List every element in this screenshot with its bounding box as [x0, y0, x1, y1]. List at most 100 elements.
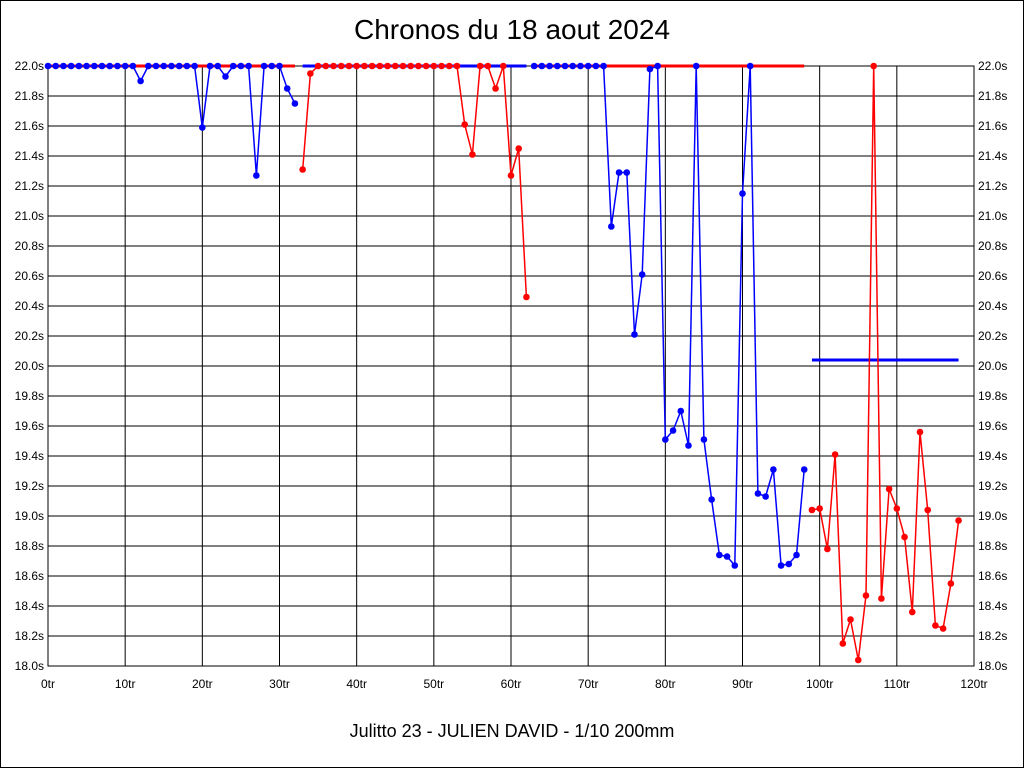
- data-point: [878, 595, 885, 602]
- y-tick-label-right: 21.4s: [978, 149, 1007, 163]
- x-tick-label: 20tr: [192, 677, 213, 691]
- y-tick-label-left: 18.6s: [15, 569, 44, 583]
- data-point: [847, 616, 854, 623]
- data-point: [98, 62, 106, 70]
- y-tick-label-left: 21.4s: [15, 149, 44, 163]
- data-point: [638, 271, 646, 278]
- data-point: [476, 62, 484, 70]
- y-tick-label-right: 20.8s: [978, 239, 1007, 253]
- data-point: [854, 656, 862, 664]
- data-point: [260, 62, 268, 70]
- y-tick-label-right: 19.6s: [978, 419, 1007, 433]
- data-point: [75, 62, 83, 70]
- y-tick-label-right: 20.4s: [978, 299, 1007, 313]
- y-tick-label-right: 18.8s: [978, 539, 1007, 553]
- y-tick-label-right: 18.2s: [978, 629, 1007, 643]
- data-point: [901, 533, 908, 541]
- data-point: [214, 62, 222, 70]
- data-point: [862, 592, 870, 599]
- data-point: [60, 62, 67, 70]
- y-tick-label-left: 19.4s: [15, 449, 44, 463]
- y-tick-label-right: 19.2s: [978, 479, 1007, 493]
- data-point: [52, 62, 60, 70]
- y-tick-label-right: 19.4s: [978, 449, 1007, 463]
- data-point: [407, 62, 414, 70]
- data-point: [175, 62, 183, 70]
- data-point: [885, 485, 893, 493]
- data-point: [777, 562, 785, 569]
- data-point: [700, 436, 708, 443]
- data-point: [44, 62, 52, 70]
- data-point: [415, 62, 422, 70]
- y-tick-label-left: 20.4s: [15, 299, 44, 313]
- data-point: [770, 466, 777, 473]
- data-point: [677, 407, 685, 415]
- data-point: [353, 62, 360, 70]
- y-tick-label-left: 19.6s: [15, 419, 44, 433]
- data-point: [908, 608, 916, 616]
- data-point: [422, 62, 430, 70]
- data-point: [870, 62, 877, 70]
- chart-title: Chronos du 18 aout 2024: [353, 14, 671, 45]
- data-point: [114, 62, 121, 70]
- y-tick-label-right: 20.2s: [978, 329, 1007, 343]
- data-point: [824, 545, 831, 553]
- y-tick-label-left: 18.2s: [15, 629, 44, 643]
- data-point: [746, 62, 754, 70]
- data-point: [322, 62, 330, 70]
- y-tick-label-right: 19.8s: [978, 389, 1007, 403]
- data-point: [739, 190, 746, 197]
- data-point: [561, 62, 569, 70]
- data-point: [376, 62, 384, 70]
- data-point: [106, 62, 114, 70]
- data-point: [708, 496, 715, 503]
- y-tick-label-right: 21.8s: [978, 89, 1007, 103]
- chart-footer: Julitto 23 - JULIEN DAVID - 1/10 200mm: [349, 721, 675, 741]
- data-point: [816, 505, 823, 512]
- data-point: [916, 428, 924, 436]
- data-point: [631, 331, 638, 338]
- data-point: [615, 169, 623, 176]
- data-point: [268, 62, 276, 70]
- y-tick-label-left: 20.8s: [15, 239, 44, 253]
- y-tick-label-right: 20.6s: [978, 269, 1007, 283]
- data-point: [808, 506, 816, 514]
- y-tick-label-right: 20.0s: [978, 359, 1007, 373]
- data-point: [253, 172, 260, 179]
- data-point: [716, 551, 723, 559]
- y-tick-label-left: 20.2s: [15, 329, 44, 343]
- data-point: [145, 62, 152, 70]
- x-tick-label: 70tr: [578, 677, 599, 691]
- data-point: [469, 151, 476, 158]
- data-point: [939, 625, 947, 632]
- data-point: [600, 62, 607, 70]
- x-tick-label: 120tr: [960, 677, 987, 691]
- data-point: [723, 553, 731, 560]
- y-tick-label-right: 21.6s: [978, 119, 1007, 133]
- data-point: [152, 62, 160, 70]
- y-tick-label-left: 18.8s: [15, 539, 44, 553]
- y-tick-label-left: 19.2s: [15, 479, 44, 493]
- data-point: [307, 70, 314, 77]
- data-point: [499, 62, 507, 70]
- data-point: [299, 166, 306, 173]
- data-point: [932, 622, 939, 629]
- data-point: [800, 466, 808, 473]
- data-point: [129, 62, 137, 70]
- data-point: [199, 124, 206, 131]
- x-tick-label: 60tr: [501, 677, 522, 691]
- data-point: [91, 62, 98, 70]
- y-tick-label-right: 18.4s: [978, 599, 1007, 613]
- data-point: [654, 62, 661, 70]
- data-point: [438, 62, 445, 70]
- data-point: [669, 427, 677, 434]
- data-point: [330, 62, 337, 70]
- data-point: [160, 62, 168, 70]
- y-tick-label-left: 20.6s: [15, 269, 44, 283]
- data-point: [137, 77, 144, 85]
- data-point: [692, 62, 700, 70]
- data-point: [283, 85, 291, 92]
- data-point: [893, 505, 901, 512]
- y-tick-label-left: 19.8s: [15, 389, 44, 403]
- data-point: [785, 560, 793, 568]
